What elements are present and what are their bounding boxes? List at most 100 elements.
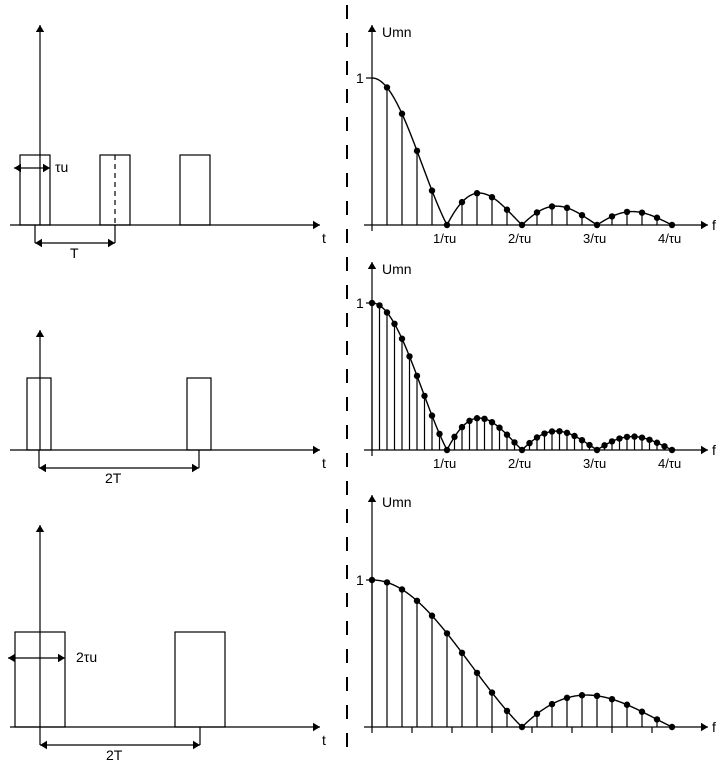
pulse-rect xyxy=(180,155,210,225)
harmonic-marker xyxy=(609,438,615,444)
harmonic-marker xyxy=(444,447,450,453)
harmonic-marker xyxy=(624,209,630,215)
period-label: 2T xyxy=(106,747,123,763)
harmonic-marker xyxy=(556,428,562,434)
harmonic-marker xyxy=(534,711,540,717)
harmonic-marker xyxy=(384,84,390,90)
harmonic-marker xyxy=(504,432,510,438)
xtick-label: 2/τu xyxy=(508,231,531,246)
harmonic-marker xyxy=(519,724,525,730)
harmonic-marker xyxy=(519,222,525,228)
harmonic-marker xyxy=(571,433,577,439)
axis-label-umn: Umn xyxy=(382,261,412,277)
harmonic-marker xyxy=(639,434,645,440)
harmonic-marker xyxy=(661,443,667,449)
harmonic-marker xyxy=(459,199,465,205)
pulse-rect xyxy=(27,378,51,450)
axis-label-t: t xyxy=(322,732,326,748)
harmonic-marker xyxy=(369,577,375,583)
harmonic-marker xyxy=(466,418,472,424)
harmonic-marker xyxy=(549,428,555,434)
figure-canvas: tτuTt2Tt2τu2TfUmn11/τu2/τu3/τu4/τufUmn11… xyxy=(0,0,726,765)
harmonic-marker xyxy=(519,447,525,453)
harmonic-marker xyxy=(429,412,435,418)
axis-label-t: t xyxy=(322,230,326,246)
xtick-label: 1/τu xyxy=(433,231,456,246)
harmonic-marker xyxy=(669,222,675,228)
harmonic-marker xyxy=(414,148,420,154)
harmonic-marker xyxy=(669,447,675,453)
xtick-label: 3/τu xyxy=(583,231,606,246)
harmonic-marker xyxy=(639,209,645,215)
harmonic-marker xyxy=(631,433,637,439)
harmonic-marker xyxy=(654,440,660,446)
tick-one: 1 xyxy=(356,295,364,311)
harmonic-marker xyxy=(489,419,495,425)
pulse-rect xyxy=(175,632,225,727)
harmonic-marker xyxy=(594,222,600,228)
period-label: T xyxy=(70,245,79,261)
harmonic-marker xyxy=(526,440,532,446)
harmonic-marker xyxy=(564,205,570,211)
period-label: 2T xyxy=(105,470,122,486)
harmonic-marker xyxy=(579,692,585,698)
xtick-label: 4/τu xyxy=(658,456,681,471)
harmonic-marker xyxy=(511,439,517,445)
harmonic-marker xyxy=(369,300,375,306)
xtick-label: 1/τu xyxy=(433,456,456,471)
xtick-label: 3/τu xyxy=(583,456,606,471)
xtick-label: 4/τu xyxy=(658,231,681,246)
harmonic-marker xyxy=(609,696,615,702)
tau-label: 2τu xyxy=(76,649,97,665)
harmonic-marker xyxy=(474,670,480,676)
harmonic-marker xyxy=(429,613,435,619)
harmonic-marker xyxy=(541,430,547,436)
xtick-label: 2/τu xyxy=(508,456,531,471)
harmonic-marker xyxy=(564,430,570,436)
harmonic-marker xyxy=(399,336,405,342)
axis-label-f: f xyxy=(712,217,716,233)
tick-one: 1 xyxy=(356,572,364,588)
harmonic-marker xyxy=(414,373,420,379)
harmonic-marker xyxy=(444,222,450,228)
harmonic-marker xyxy=(504,207,510,213)
axis-label-umn: Umn xyxy=(382,494,412,510)
harmonic-marker xyxy=(669,724,675,730)
harmonic-marker xyxy=(399,111,405,117)
harmonic-marker xyxy=(421,393,427,399)
harmonic-marker xyxy=(549,701,555,707)
axis-label-f: f xyxy=(712,719,716,735)
harmonic-marker xyxy=(406,353,412,359)
harmonic-marker xyxy=(384,579,390,585)
harmonic-marker xyxy=(534,209,540,215)
harmonic-marker xyxy=(504,708,510,714)
harmonic-marker xyxy=(579,437,585,443)
harmonic-marker xyxy=(549,203,555,209)
tick-one: 1 xyxy=(356,70,364,86)
axis-label-t: t xyxy=(322,455,326,471)
harmonic-marker xyxy=(391,321,397,327)
harmonic-marker xyxy=(616,435,622,441)
harmonic-marker xyxy=(444,630,450,636)
harmonic-marker xyxy=(586,442,592,448)
harmonic-marker xyxy=(594,693,600,699)
harmonic-marker xyxy=(624,702,630,708)
harmonic-marker xyxy=(489,689,495,695)
harmonic-marker xyxy=(496,425,502,431)
harmonic-marker xyxy=(639,709,645,715)
axis-label-umn: Umn xyxy=(382,24,412,40)
harmonic-marker xyxy=(436,431,442,437)
harmonic-marker xyxy=(489,194,495,200)
pulse-rect xyxy=(187,378,211,450)
harmonic-marker xyxy=(601,442,607,448)
harmonic-marker xyxy=(429,187,435,193)
harmonic-marker xyxy=(474,415,480,421)
axis-label-f: f xyxy=(712,442,716,458)
harmonic-marker xyxy=(654,215,660,221)
harmonic-marker xyxy=(564,695,570,701)
harmonic-marker xyxy=(594,447,600,453)
harmonic-marker xyxy=(414,598,420,604)
harmonic-marker xyxy=(609,213,615,219)
harmonic-marker xyxy=(376,302,382,308)
harmonic-marker xyxy=(624,434,630,440)
